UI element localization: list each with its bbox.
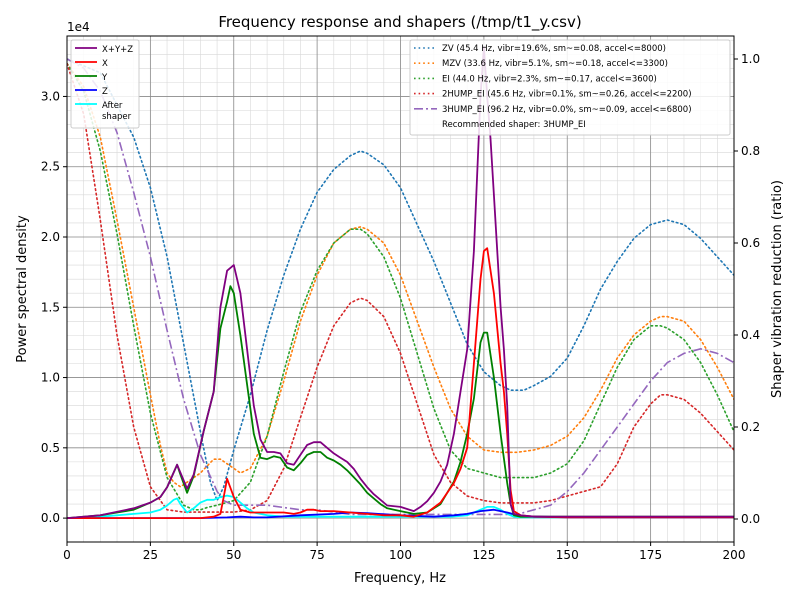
y2-tick-label: 0.8 — [741, 144, 760, 158]
y2-tick-label: 0.6 — [741, 236, 760, 250]
x-tick-label: 200 — [723, 548, 746, 562]
y-tick-label: 2.5 — [41, 160, 60, 174]
y-tick-label: 2.0 — [41, 230, 60, 244]
legend-psd-label: After — [102, 101, 123, 111]
x-tick-label: 100 — [389, 548, 412, 562]
psd-line-0 — [67, 46, 734, 519]
x-tick-label: 75 — [309, 548, 324, 562]
legend-shaper-label: ZV (45.4 Hz, vibr=19.6%, sm~=0.08, accel… — [442, 44, 666, 54]
shaper-line-1 — [67, 62, 734, 488]
recommended-shaper-label: Recommended shaper: 3HUMP_EI — [442, 120, 586, 130]
y2-axis-label: Shaper vibration reduction (ratio) — [770, 180, 785, 398]
x-tick-label: 150 — [556, 548, 579, 562]
legend-shaper-label: MZV (33.6 Hz, vibr=5.1%, sm~=0.18, accel… — [442, 59, 668, 69]
plot-area — [67, 46, 734, 519]
y2-tick-label: 0.2 — [741, 420, 760, 434]
y-tick-label: 3.0 — [41, 89, 60, 103]
series-group — [67, 46, 734, 519]
legend-psd-label: X — [102, 59, 108, 69]
x-tick-label: 175 — [639, 548, 662, 562]
y-axis-exponent-label: 1e4 — [67, 20, 90, 34]
x-tick-label: 25 — [143, 548, 158, 562]
y-tick-label: 1.5 — [41, 300, 60, 314]
x-tick-label: 125 — [472, 548, 495, 562]
legend-shapers: ZV (45.4 Hz, vibr=19.6%, sm~=0.08, accel… — [409, 39, 731, 136]
x-tick-label: 0 — [63, 548, 71, 562]
shaper-line-0 — [67, 58, 734, 503]
shaper-line-3 — [67, 62, 734, 513]
y-tick-label: 0.0 — [41, 511, 60, 525]
x-tick-label: 50 — [226, 548, 241, 562]
axes: 0 25 50 75 100 125 150 175 200 0.0 0.5 1.0 1.5 2.0 2.5… — [41, 35, 760, 562]
legend-psd-label: Y — [101, 73, 108, 83]
chart-title: Frequency response and shapers (/tmp/t1_… — [218, 13, 581, 32]
y2-tick-label: 0.0 — [741, 512, 760, 526]
y-tick-label: 0.5 — [41, 441, 60, 455]
shaper-line-2 — [67, 62, 734, 511]
legend-psd-label: X+Y+Z — [102, 45, 133, 55]
legend-psd-label: Z — [102, 87, 108, 97]
legend-shapers-box — [409, 39, 731, 136]
psd-line-1 — [67, 247, 734, 519]
y2-tick-label: 1.0 — [741, 52, 760, 66]
y-axis-label: Power spectral density — [15, 215, 30, 363]
y-tick-label: 1.0 — [41, 371, 60, 385]
legend-shaper-label: EI (44.0 Hz, vibr=2.3%, sm~=0.17, accel<… — [442, 74, 657, 84]
x-axis-label: Frequency, Hz — [354, 571, 446, 586]
legend-psd-label: shaper — [102, 112, 132, 122]
y2-tick-label: 0.4 — [741, 328, 760, 342]
legend-shaper-label: 3HUMP_EI (96.2 Hz, vibr=0.0%, sm~=0.09, … — [442, 105, 692, 115]
legend-shaper-label: 2HUMP_EI (45.6 Hz, vibr=0.1%, sm~=0.26, … — [442, 90, 692, 100]
